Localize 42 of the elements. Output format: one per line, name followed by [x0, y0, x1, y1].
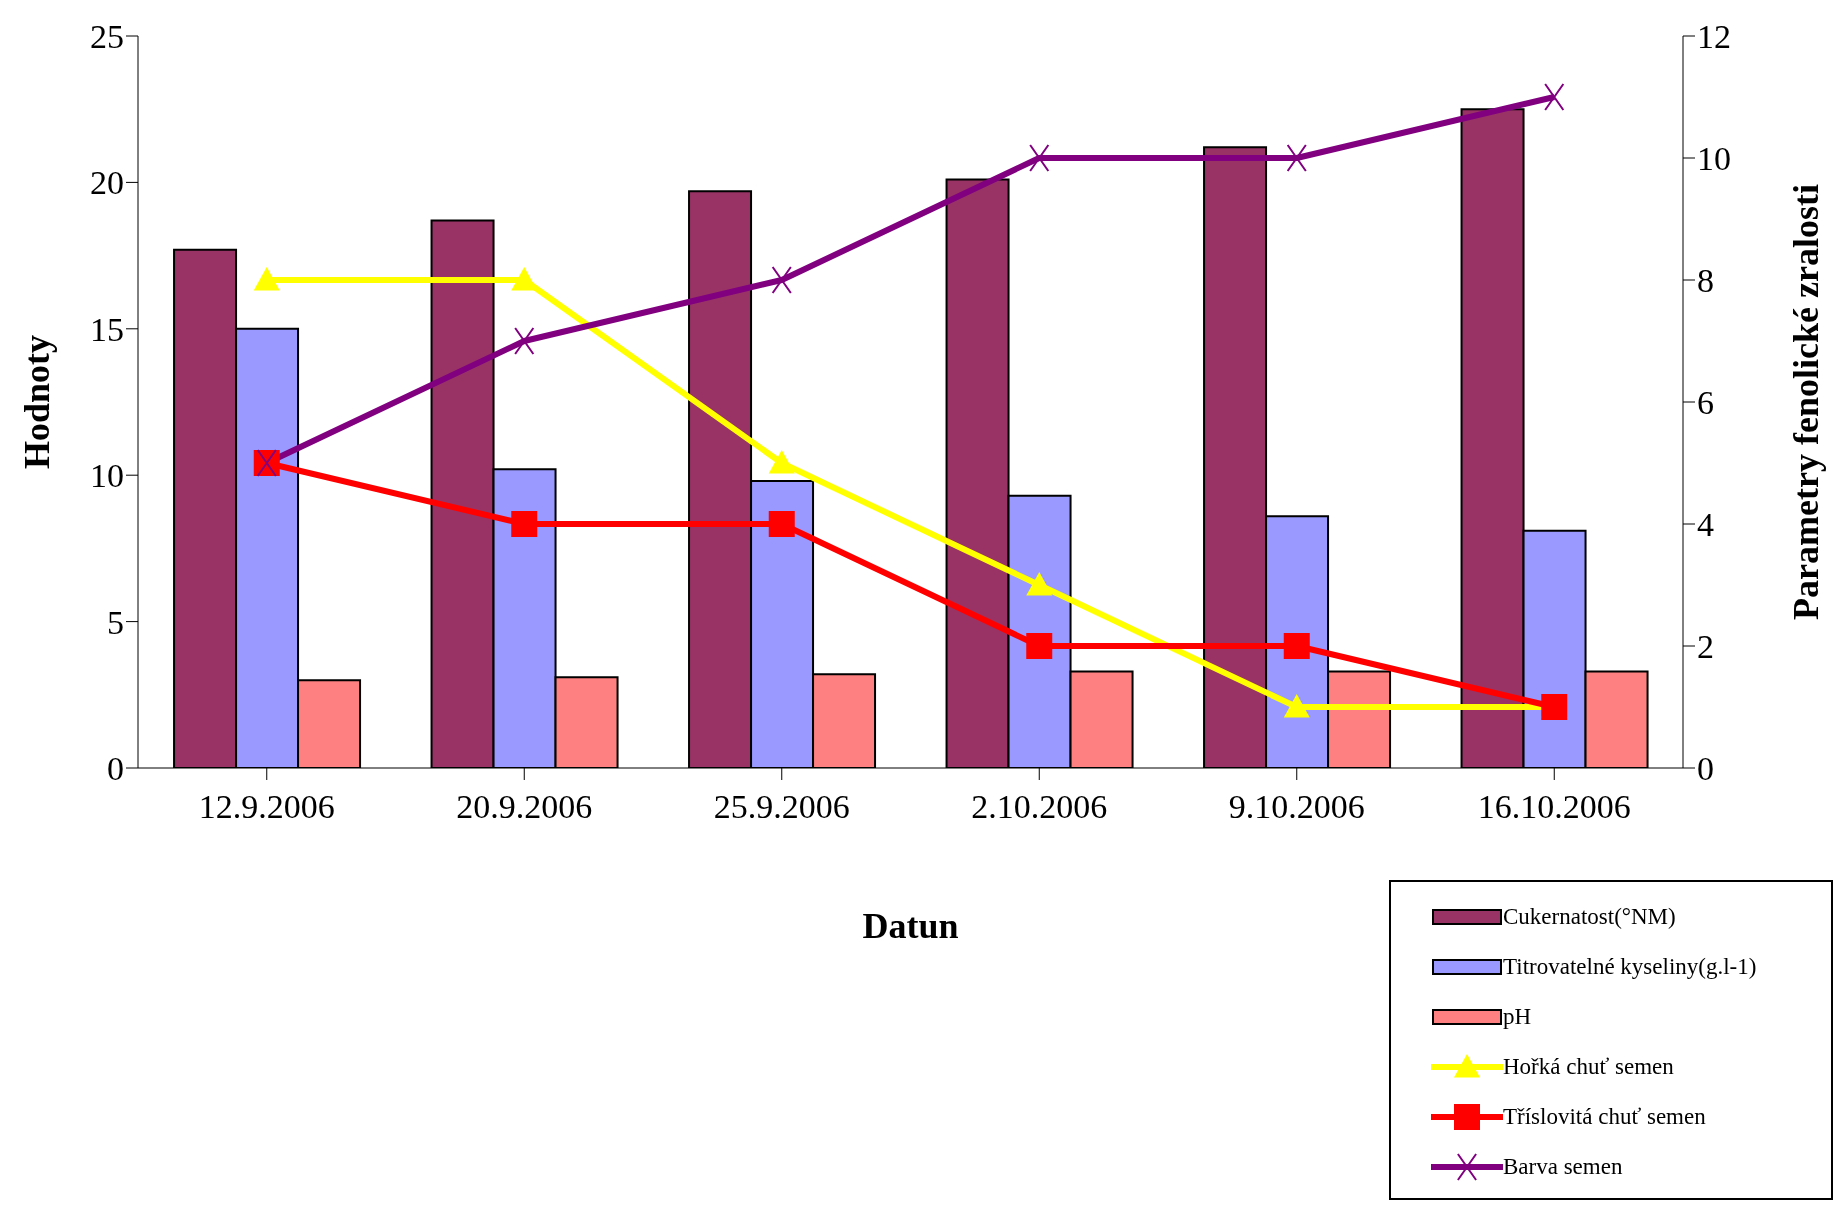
point	[771, 266, 792, 294]
point	[768, 511, 795, 537]
y2-tick-label: 8	[1697, 262, 1714, 300]
point	[511, 511, 538, 537]
legend-label: Tříslovitá chuť semen	[1503, 1104, 1706, 1130]
point	[253, 267, 280, 291]
x-tick-label: 12.9.2006	[198, 788, 335, 826]
x-tick-label: 20.9.2006	[456, 788, 593, 826]
point	[1026, 572, 1053, 596]
x-tick-label: 16.10.2006	[1477, 788, 1631, 826]
y2-tick-label: 0	[1697, 750, 1714, 788]
legend-label: Barva semen	[1503, 1154, 1623, 1180]
y2-tick-label: 4	[1697, 506, 1714, 544]
point	[1029, 144, 1050, 172]
y-tick-label: 5	[107, 603, 124, 641]
point	[1544, 83, 1565, 111]
y2-axis-title: Parametry fenolické zralosti	[1785, 184, 1826, 620]
y-tick-label: 0	[107, 750, 124, 788]
y2-tick-label: 12	[1697, 18, 1731, 56]
legend-label: Cukernatost(°NM)	[1503, 904, 1676, 930]
x-tick-label: 9.10.2006	[1228, 788, 1365, 826]
x-axis-title: Datun	[862, 906, 959, 946]
y-tick-label: 10	[90, 457, 124, 495]
point	[768, 450, 795, 474]
x-tick-label: 25.9.2006	[713, 788, 850, 826]
y-axis-title: Hodnoty	[16, 334, 57, 470]
y2-tick-label: 6	[1697, 384, 1714, 422]
y-tick-label: 25	[90, 18, 124, 56]
point	[514, 327, 535, 355]
x-tick-label: 2.10.2006	[971, 788, 1108, 826]
point	[511, 267, 538, 291]
legend-label: pH	[1503, 1004, 1532, 1030]
legend-label: Titrovatelné kyseliny(g.l-1)	[1503, 954, 1757, 980]
y-tick-label: 20	[90, 164, 124, 202]
y2-tick-label: 10	[1697, 140, 1731, 178]
y-tick-label: 15	[90, 310, 124, 348]
legend-label: Hořká chuť semen	[1503, 1054, 1674, 1080]
point	[1283, 694, 1310, 718]
point	[1283, 633, 1310, 659]
y2-tick-label: 2	[1697, 628, 1714, 666]
point	[1286, 144, 1307, 172]
point	[1026, 633, 1053, 659]
